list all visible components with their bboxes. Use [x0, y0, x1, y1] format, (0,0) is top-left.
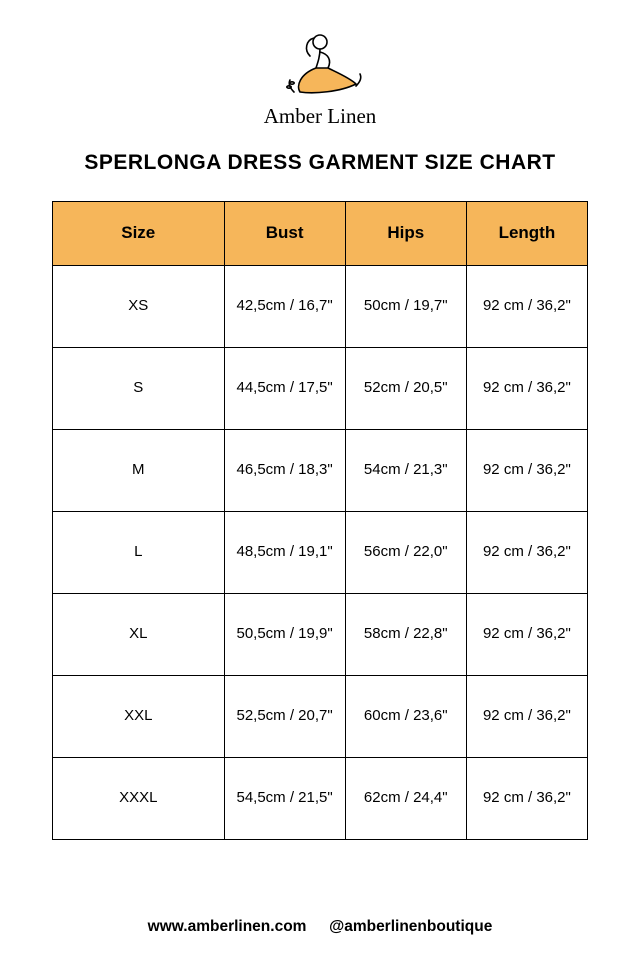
cell-bust: 42,5cm / 16,7": [224, 266, 345, 348]
table-row: S 44,5cm / 17,5" 52cm / 20,5" 92 cm / 36…: [53, 348, 588, 430]
brand-logo-icon: [270, 28, 370, 108]
cell-hips: 52cm / 20,5": [345, 348, 466, 430]
size-chart-table: Size Bust Hips Length XS 42,5cm / 16,7" …: [52, 201, 588, 840]
brand-logo-block: Amber Linen: [264, 28, 377, 129]
col-header-length: Length: [466, 202, 587, 266]
cell-length: 92 cm / 36,2": [466, 758, 587, 840]
col-header-hips: Hips: [345, 202, 466, 266]
cell-bust: 52,5cm / 20,7": [224, 676, 345, 758]
footer-handle: @amberlinenboutique: [329, 918, 492, 935]
cell-hips: 50cm / 19,7": [345, 266, 466, 348]
cell-bust: 54,5cm / 21,5": [224, 758, 345, 840]
cell-bust: 48,5cm / 19,1": [224, 512, 345, 594]
cell-hips: 58cm / 22,8": [345, 594, 466, 676]
footer: www.amberlinen.com @amberlinenboutique: [0, 918, 640, 936]
table-header-row: Size Bust Hips Length: [53, 202, 588, 266]
cell-length: 92 cm / 36,2": [466, 676, 587, 758]
cell-hips: 60cm / 23,6": [345, 676, 466, 758]
table-row: XL 50,5cm / 19,9" 58cm / 22,8" 92 cm / 3…: [53, 594, 588, 676]
col-header-bust: Bust: [224, 202, 345, 266]
cell-size: M: [53, 430, 225, 512]
cell-hips: 54cm / 21,3": [345, 430, 466, 512]
cell-size: XXXL: [53, 758, 225, 840]
cell-hips: 62cm / 24,4": [345, 758, 466, 840]
cell-length: 92 cm / 36,2": [466, 348, 587, 430]
footer-website: www.amberlinen.com: [148, 918, 307, 935]
cell-length: 92 cm / 36,2": [466, 266, 587, 348]
col-header-size: Size: [53, 202, 225, 266]
cell-size: XL: [53, 594, 225, 676]
brand-name: Amber Linen: [264, 104, 377, 129]
cell-bust: 50,5cm / 19,9": [224, 594, 345, 676]
cell-length: 92 cm / 36,2": [466, 512, 587, 594]
table-row: M 46,5cm / 18,3" 54cm / 21,3" 92 cm / 36…: [53, 430, 588, 512]
cell-size: L: [53, 512, 225, 594]
cell-bust: 44,5cm / 17,5": [224, 348, 345, 430]
table-body: XS 42,5cm / 16,7" 50cm / 19,7" 92 cm / 3…: [53, 266, 588, 840]
cell-length: 92 cm / 36,2": [466, 430, 587, 512]
size-chart-table-wrap: Size Bust Hips Length XS 42,5cm / 16,7" …: [52, 201, 588, 840]
cell-size: XS: [53, 266, 225, 348]
cell-length: 92 cm / 36,2": [466, 594, 587, 676]
cell-size: XXL: [53, 676, 225, 758]
cell-bust: 46,5cm / 18,3": [224, 430, 345, 512]
cell-hips: 56cm / 22,0": [345, 512, 466, 594]
table-row: L 48,5cm / 19,1" 56cm / 22,0" 92 cm / 36…: [53, 512, 588, 594]
table-row: XS 42,5cm / 16,7" 50cm / 19,7" 92 cm / 3…: [53, 266, 588, 348]
table-row: XXXL 54,5cm / 21,5" 62cm / 24,4" 92 cm /…: [53, 758, 588, 840]
page-title: SPERLONGA DRESS GARMENT SIZE CHART: [84, 151, 555, 175]
cell-size: S: [53, 348, 225, 430]
table-row: XXL 52,5cm / 20,7" 60cm / 23,6" 92 cm / …: [53, 676, 588, 758]
